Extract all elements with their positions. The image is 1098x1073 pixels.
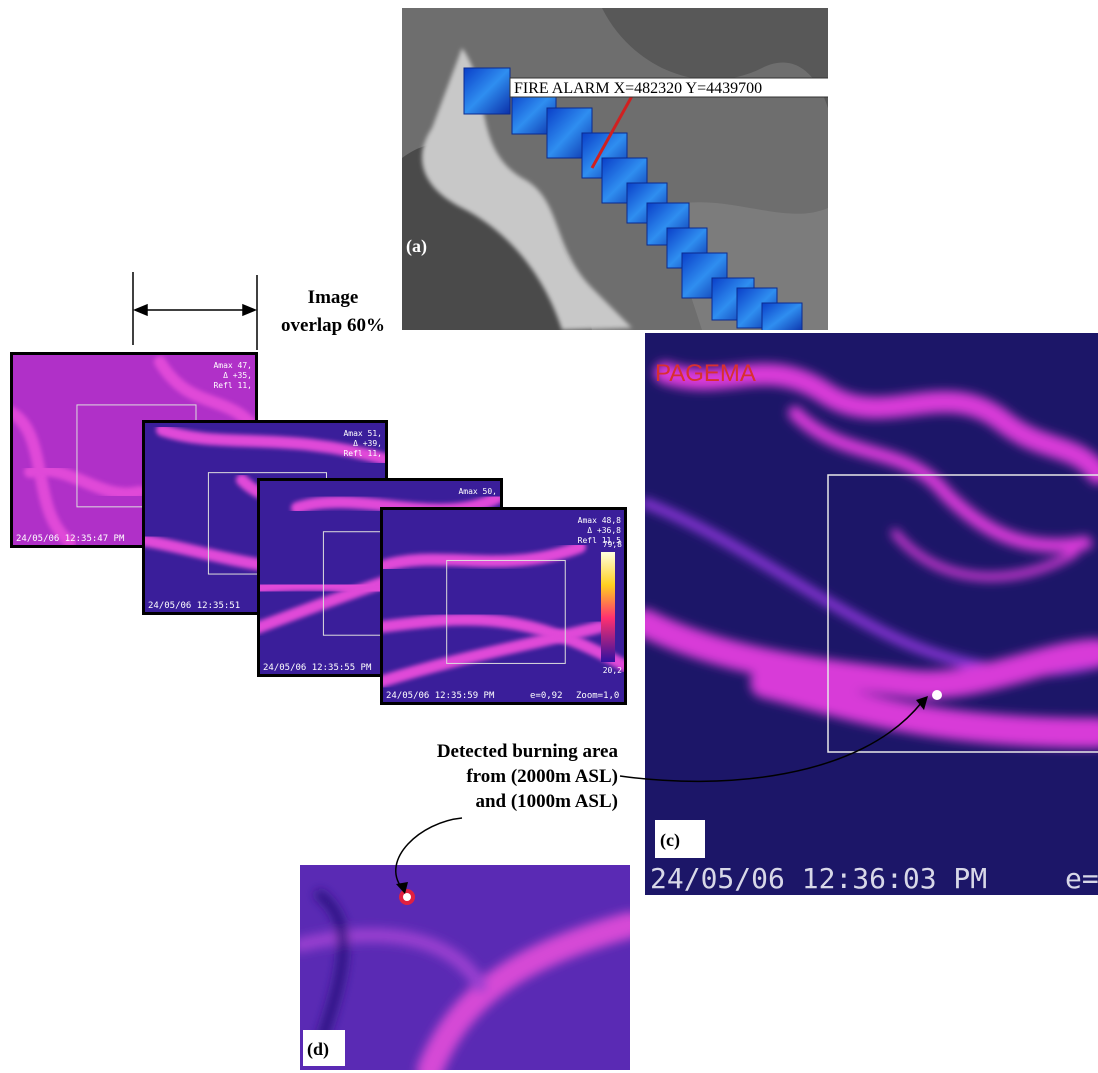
arrow-head (396, 882, 408, 894)
readout: Δ +36,8 (587, 526, 621, 535)
overlap-dimension (132, 272, 258, 350)
emissivity: e=0,92 (530, 691, 563, 701)
timestamp: 24/05/06 12:35:47 PM (16, 534, 125, 544)
readout: Amax 50, (458, 487, 497, 496)
alarm-box (509, 77, 828, 98)
readout: Refl 11, (213, 381, 252, 390)
hot-streak (380, 613, 627, 673)
brand: PAGEMA (655, 360, 756, 387)
timestamp: 24/05/06 12:36:03 PM (650, 862, 987, 895)
timestamp: 24/05/06 12:35:59 PM (386, 691, 495, 701)
timestamp: 24/05/06 12:35:55 PM (263, 663, 372, 673)
readout: Amax 47, (213, 361, 252, 370)
hot-streak (156, 424, 388, 466)
readout: Amax 48,8 (578, 516, 622, 525)
alarm-pointer (590, 95, 634, 169)
scale-label: 20,2 (603, 666, 622, 675)
thermal-frame: 24/05/06 12:35:59 PM Amax 48,8Δ +36,8Refl… (380, 507, 627, 705)
timestamp: 24/05/06 12:35:51 (148, 601, 240, 611)
readout: Δ +39, (353, 439, 382, 448)
zoom: Zoom=1,0 (576, 691, 619, 701)
annotation: from (2000m ASL) (466, 766, 618, 787)
hot-spot (403, 893, 411, 901)
readout: Δ +35, (223, 371, 252, 380)
thermal-zoom: PAGEMA (c) 24/05/06 12:36:03 PM e= (645, 333, 1098, 895)
alarm-text: FIRE ALARM X=482320 Y=4439700 (514, 80, 762, 97)
readout: Refl 11,5 (578, 536, 622, 545)
measure-box (446, 559, 566, 664)
hot-streak (24, 464, 146, 500)
panel-label: (c) (660, 830, 680, 851)
panel-label: (d) (307, 1039, 329, 1060)
hot-streak (291, 492, 503, 516)
hot-streak (380, 621, 606, 688)
readout: Amax 51, (343, 429, 382, 438)
annotation: and (1000m ASL) (475, 791, 618, 812)
readout: Refl 11, (343, 449, 382, 458)
scale-label: 79,8 (603, 540, 622, 549)
thermal-closeup: (d) (300, 865, 630, 1070)
border (380, 507, 627, 705)
pointer-arrow (395, 817, 463, 889)
hot-spot (932, 690, 942, 700)
pointer-arrow (619, 701, 923, 783)
arrow-head (916, 696, 928, 710)
emissivity: e= (1065, 862, 1098, 895)
panel-label: (a) (406, 236, 427, 257)
annotation: Detected burning area (437, 741, 619, 762)
aerial-photo: FIRE ALARM X=482320 Y=4439700 (a) (402, 8, 828, 330)
overlap-label: overlap 60% (281, 315, 385, 336)
overlap-label: Image (308, 287, 359, 308)
color-scale (601, 552, 615, 662)
